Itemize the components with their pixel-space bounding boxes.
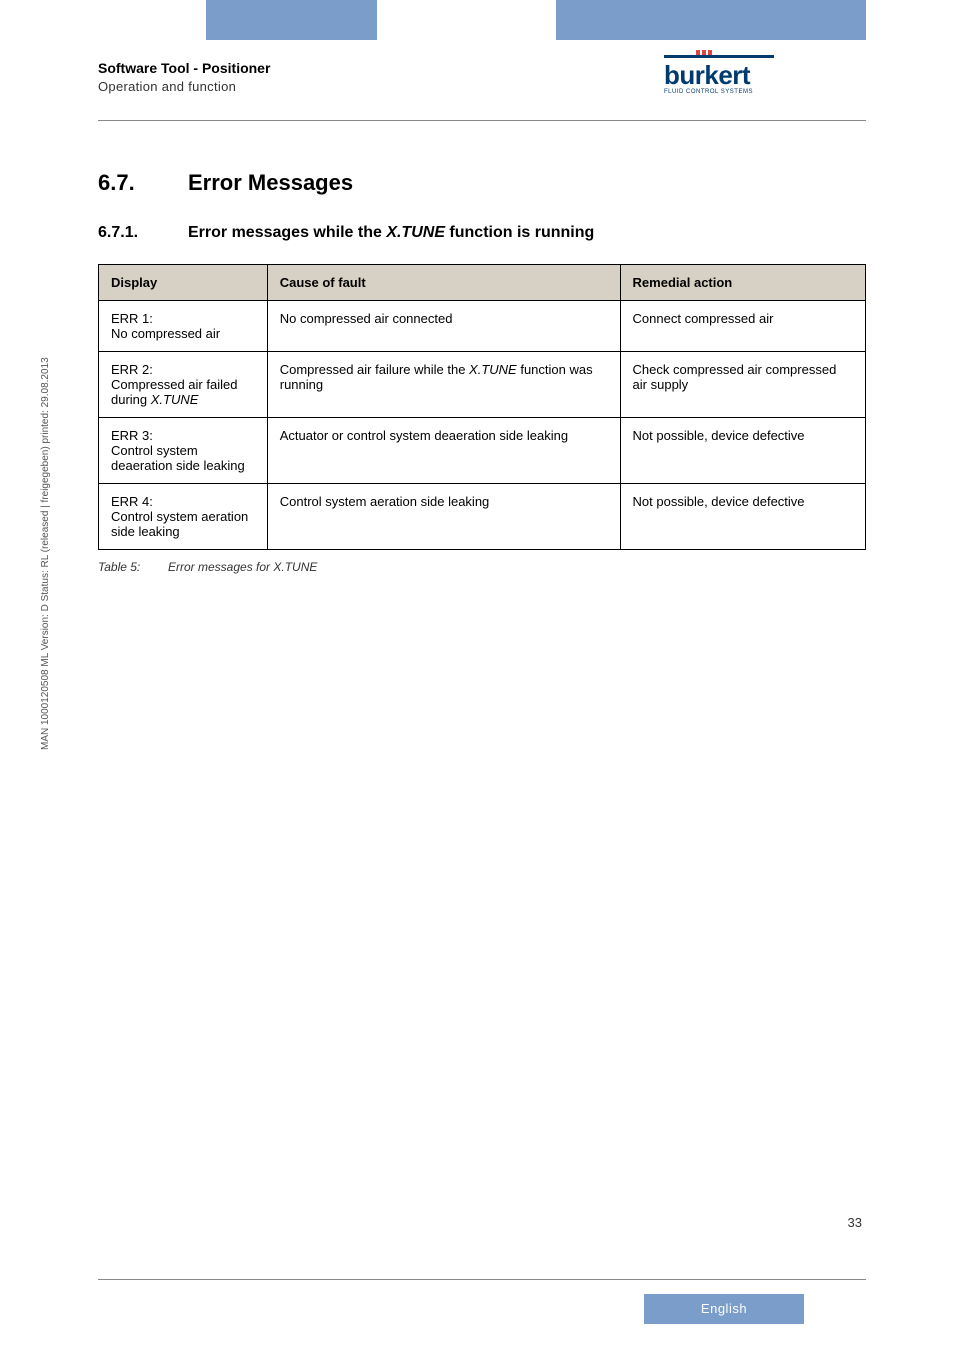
header-bar-right — [556, 0, 866, 40]
logo-tagline: FLUID CONTROL SYSTEMS — [664, 89, 784, 95]
document-title: Software Tool - Positioner — [98, 60, 270, 76]
cell-action: Check compressed air compressed air supp… — [620, 352, 865, 418]
section-heading: 6.7.Error Messages — [98, 170, 866, 196]
table-header-cause: Cause of fault — [267, 265, 620, 301]
side-metadata-text: MAN 1000120508 ML Version: D Status: RL … — [40, 357, 51, 750]
err-desc-italic: X.TUNE — [151, 392, 199, 407]
table-header-row: Display Cause of fault Remedial action — [99, 265, 866, 301]
footer-rule — [98, 1279, 866, 1280]
document-identifier: Software Tool - Positioner Operation and… — [98, 60, 270, 94]
section-number: 6.7. — [98, 170, 188, 196]
burkert-logo: burkert FLUID CONTROL SYSTEMS — [664, 55, 784, 95]
logo-wordmark: burkert — [664, 60, 784, 91]
subsection-title-prefix: Error messages while the — [188, 224, 386, 241]
cell-cause: Actuator or control system deaeration si… — [267, 418, 620, 484]
err-desc: Control system aeration side leaking — [111, 509, 248, 539]
subsection-heading: 6.7.1.Error messages while the X.TUNE fu… — [98, 224, 866, 242]
cell-action: Not possible, device defective — [620, 418, 865, 484]
err-desc: Control system deaeration side leaking — [111, 443, 245, 473]
subsection-title-suffix: function is running — [445, 224, 594, 241]
cause-text: Compressed air failure while the — [280, 362, 469, 377]
err-code: ERR 4: — [111, 494, 153, 509]
table-header-display: Display — [99, 265, 268, 301]
section-title: Error Messages — [188, 170, 353, 195]
cell-display: ERR 1:No compressed air — [99, 301, 268, 352]
logo-accent-bar — [664, 55, 774, 58]
caption-label: Table 5: — [98, 560, 168, 574]
cell-action: Connect compressed air — [620, 301, 865, 352]
cell-cause: No compressed air connected — [267, 301, 620, 352]
table-row: ERR 1:No compressed air No compressed ai… — [99, 301, 866, 352]
header-color-bars — [0, 0, 954, 40]
document-subtitle: Operation and function — [98, 79, 270, 94]
table-caption: Table 5:Error messages for X.TUNE — [98, 560, 866, 574]
table-row: ERR 3:Control system deaeration side lea… — [99, 418, 866, 484]
table-row: ERR 4:Control system aeration side leaki… — [99, 484, 866, 550]
caption-text: Error messages for X.TUNE — [168, 560, 317, 574]
subsection-title-func: X.TUNE — [386, 224, 445, 241]
error-messages-table: Display Cause of fault Remedial action E… — [98, 264, 866, 550]
subsection-number: 6.7.1. — [98, 224, 188, 242]
cell-display: ERR 2:Compressed air failed during X.TUN… — [99, 352, 268, 418]
err-desc: No compressed air — [111, 326, 220, 341]
cell-action: Not possible, device defective — [620, 484, 865, 550]
cell-cause: Compressed air failure while the X.TUNE … — [267, 352, 620, 418]
table-header-action: Remedial action — [620, 265, 865, 301]
err-code: ERR 1: — [111, 311, 153, 326]
header-bar-left — [206, 0, 377, 40]
err-code: ERR 2: — [111, 362, 153, 377]
cause-text: No compressed air connected — [280, 311, 453, 326]
err-code: ERR 3: — [111, 428, 153, 443]
cause-text: Control system aeration side leaking — [280, 494, 490, 509]
table-row: ERR 2:Compressed air failed during X.TUN… — [99, 352, 866, 418]
cell-cause: Control system aeration side leaking — [267, 484, 620, 550]
header-rule — [98, 120, 866, 121]
cause-text: Actuator or control system deaeration si… — [280, 428, 568, 443]
page-number: 33 — [848, 1215, 862, 1230]
cell-display: ERR 3:Control system deaeration side lea… — [99, 418, 268, 484]
main-content: 6.7.Error Messages 6.7.1.Error messages … — [98, 170, 866, 574]
language-tab: English — [644, 1294, 804, 1324]
cause-italic: X.TUNE — [469, 362, 517, 377]
cell-display: ERR 4:Control system aeration side leaki… — [99, 484, 268, 550]
